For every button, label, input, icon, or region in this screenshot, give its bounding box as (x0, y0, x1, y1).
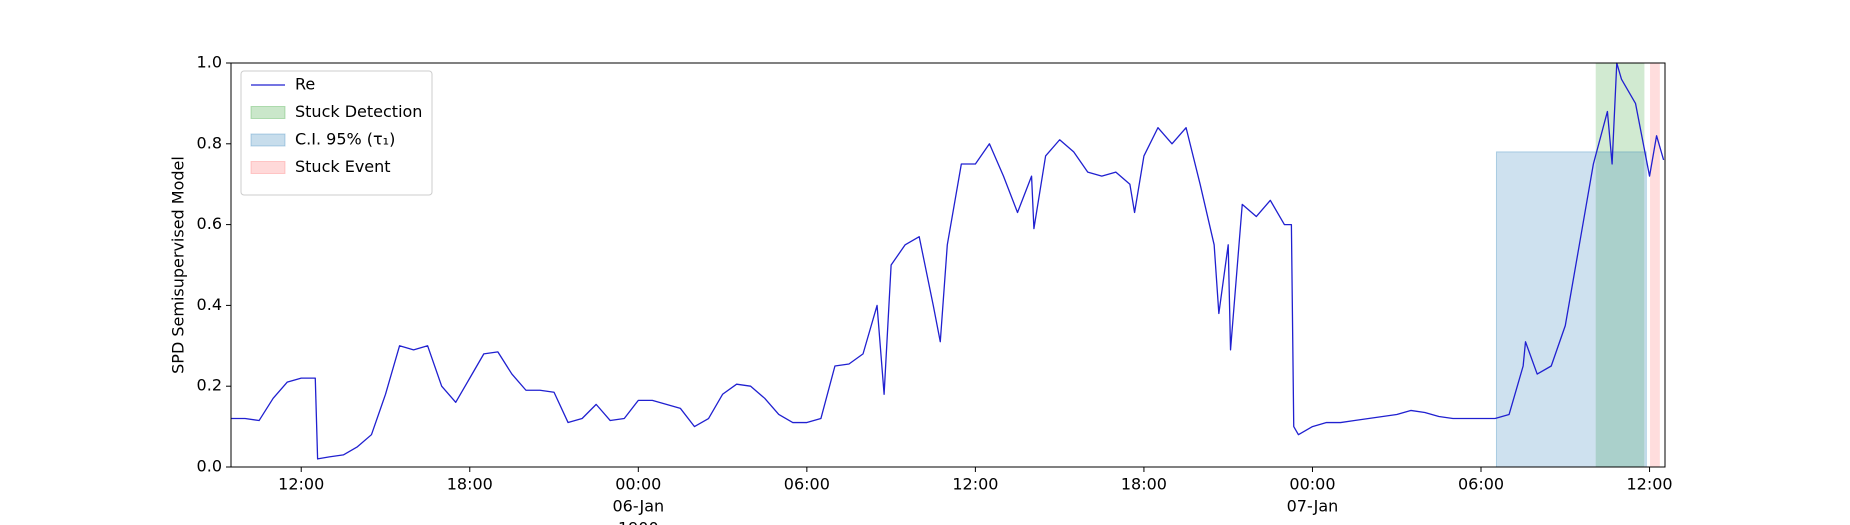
legend-label: Stuck Detection (295, 102, 422, 121)
x-tick-label: 00:00 (1289, 475, 1335, 494)
x-tick-label: 00:00 (615, 475, 661, 494)
y-tick-label: 1.0 (197, 53, 222, 72)
x-tick-label: 1900 (618, 519, 659, 525)
y-tick-label: 0.8 (197, 133, 222, 152)
y-tick-label: 0.2 (197, 376, 222, 395)
legend-patch (250, 161, 286, 174)
y-tick-label: 0.6 (197, 214, 222, 233)
legend-label: Stuck Event (295, 157, 391, 176)
span (1650, 63, 1660, 467)
x-tick-label: 12:00 (1626, 475, 1672, 494)
legend-box (240, 70, 433, 196)
span (1495, 151, 1647, 468)
x-tick-label: 18:00 (447, 475, 493, 494)
legend-patch (250, 106, 286, 119)
x-tick-label: 06-Jan (612, 497, 664, 516)
x-tick-label: 18:00 (1121, 475, 1167, 494)
y-tick-label: 0.4 (197, 295, 222, 314)
y-axis-label: SPD Semisupervised Model (169, 156, 188, 374)
legend-label: Re (295, 75, 315, 94)
x-tick-label: 07-Jan (1287, 497, 1339, 516)
x-tick-label: 12:00 (278, 475, 324, 494)
legend-label: C.I. 95% (τ₁) (295, 130, 395, 149)
x-tick-label: 06:00 (784, 475, 830, 494)
line (231, 62, 1665, 460)
x-tick-label: 06:00 (1458, 475, 1504, 494)
x-tick-label: 12:00 (952, 475, 998, 494)
plot-frame (230, 62, 1666, 468)
y-tick-label: 0.0 (197, 457, 222, 476)
legend-patch (250, 133, 286, 147)
span (1595, 63, 1645, 467)
